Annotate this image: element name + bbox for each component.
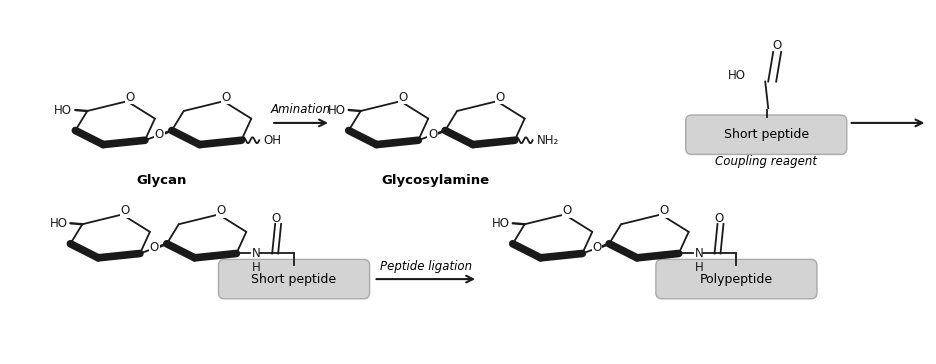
Text: N: N: [694, 247, 703, 260]
Text: Peptide ligation: Peptide ligation: [379, 260, 472, 273]
Text: Amination: Amination: [271, 103, 330, 116]
Text: HO: HO: [50, 217, 67, 230]
Text: H: H: [694, 261, 703, 274]
Text: O: O: [713, 211, 723, 225]
FancyBboxPatch shape: [218, 260, 369, 299]
FancyBboxPatch shape: [685, 115, 846, 154]
Text: Polypeptide: Polypeptide: [699, 273, 772, 286]
Text: O: O: [125, 91, 135, 104]
Text: HO: HO: [328, 103, 345, 116]
Text: O: O: [494, 91, 504, 104]
Text: O: O: [222, 91, 231, 104]
Text: Coupling reagent: Coupling reagent: [714, 155, 816, 168]
Text: O: O: [428, 128, 437, 141]
FancyBboxPatch shape: [655, 260, 816, 299]
Text: OH: OH: [263, 134, 281, 147]
Text: Glycan: Glycan: [137, 174, 187, 186]
Text: O: O: [771, 39, 781, 52]
Text: O: O: [150, 241, 159, 254]
Text: O: O: [592, 241, 601, 254]
Text: O: O: [216, 204, 226, 217]
Text: HO: HO: [54, 103, 72, 116]
Text: O: O: [659, 204, 667, 217]
Text: H: H: [252, 261, 261, 274]
Text: Short peptide: Short peptide: [251, 273, 336, 286]
Text: O: O: [399, 91, 407, 104]
Text: O: O: [154, 128, 164, 141]
Text: HO: HO: [727, 69, 746, 82]
Text: O: O: [563, 204, 571, 217]
Text: Short peptide: Short peptide: [723, 128, 808, 141]
Text: NH₂: NH₂: [536, 134, 558, 147]
Text: N: N: [252, 247, 261, 260]
Text: HO: HO: [491, 217, 509, 230]
Text: O: O: [271, 211, 281, 225]
Text: Glycosylamine: Glycosylamine: [381, 174, 489, 186]
Text: O: O: [121, 204, 129, 217]
